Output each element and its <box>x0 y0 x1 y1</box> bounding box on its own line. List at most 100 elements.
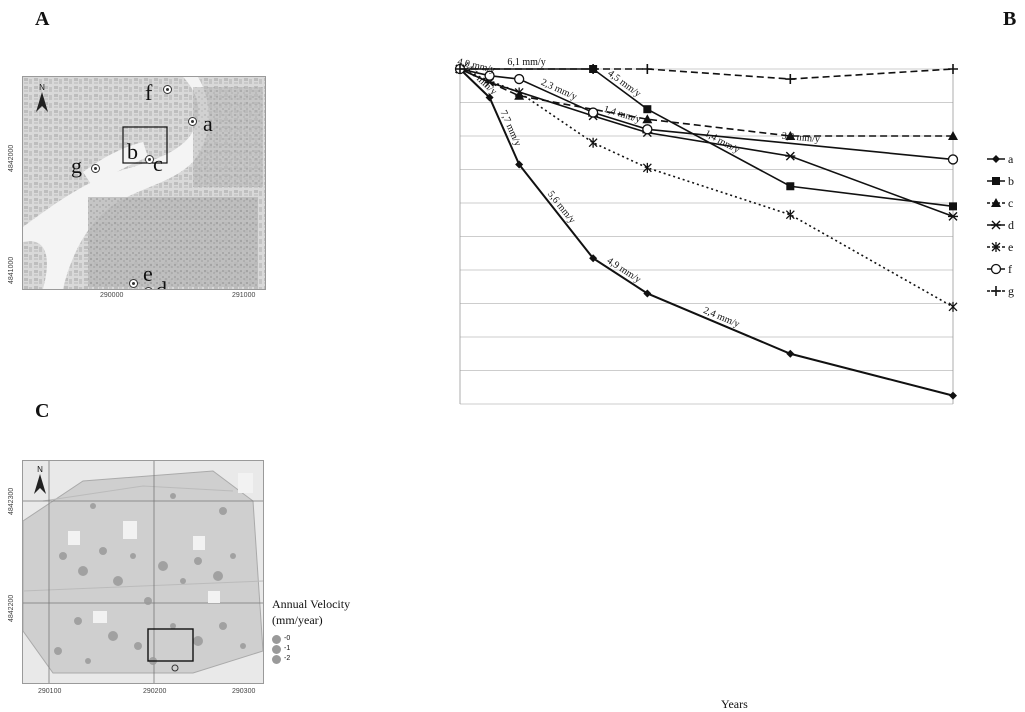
point-c <box>642 114 653 124</box>
point-g <box>948 64 958 74</box>
point-label-b: b <box>127 139 138 164</box>
map-c-xtick: 290200 <box>143 688 167 695</box>
series-f <box>454 63 959 165</box>
point-label-c: c <box>153 151 163 176</box>
legend-label-e: e <box>1008 239 1014 254</box>
velocity-legend: Annual Velocity (mm/year) -0 -1 -2 <box>272 596 350 664</box>
legend-swatch-d <box>987 220 1005 230</box>
legend-swatch-c <box>987 198 1005 207</box>
legend-item-a: a <box>986 148 1014 170</box>
legend-item-b: b <box>986 170 1014 192</box>
legend-label-a: a <box>1008 151 1014 166</box>
point-g <box>455 64 465 74</box>
point-f <box>642 124 653 135</box>
point-f <box>484 70 495 81</box>
point-label-f: f <box>145 80 153 105</box>
legend-dot <box>272 634 281 644</box>
series-line-f <box>459 68 954 161</box>
north-arrow-icon <box>36 92 48 112</box>
point-marker-d <box>144 287 153 289</box>
legend-swatch-g <box>987 286 1005 296</box>
legend-swatch-e <box>987 242 1005 252</box>
point-d <box>948 211 958 221</box>
north-label: N <box>37 465 43 474</box>
point-b <box>643 105 652 114</box>
legend-item-g: g <box>986 280 1014 302</box>
velocity-map-c-graphic <box>23 461 263 683</box>
point-a <box>786 349 795 358</box>
map-c-ytick: 4842300 <box>8 487 15 515</box>
legend-value: -0 <box>284 635 291 642</box>
series-a <box>456 65 957 400</box>
point-b <box>992 177 1000 185</box>
point-marker-f <box>163 85 172 94</box>
legend-label-f: f <box>1008 261 1012 276</box>
north-arrow-a: N <box>35 83 49 114</box>
map-a-xtick: 290000 <box>100 292 124 299</box>
legend-value: -2 <box>284 655 291 662</box>
legend-label-b: b <box>1008 173 1014 188</box>
legend-dot <box>272 644 281 654</box>
rate-annotation: 2,3 mm/y <box>539 77 578 103</box>
point-a <box>992 155 1000 163</box>
point-a <box>485 93 494 102</box>
rate-annotation: 3,3 mm/y <box>781 131 820 146</box>
legend-swatch-b <box>987 177 1005 185</box>
legend-swatch-f <box>987 263 1005 275</box>
city-map-a-graphic <box>23 77 265 289</box>
point-c <box>785 131 796 140</box>
point-e <box>514 87 524 98</box>
point-f <box>947 154 959 165</box>
map-c-xtick: 290300 <box>232 688 256 695</box>
point-marker-e <box>129 279 138 288</box>
point-b <box>786 182 795 191</box>
point-label-d: d <box>156 277 167 290</box>
rate-annotation: 6,1 mm/y <box>507 57 545 68</box>
point-d <box>785 151 796 161</box>
point-g <box>785 74 796 85</box>
point-marker-a <box>188 117 197 126</box>
legend-item: -1 <box>272 644 350 654</box>
point-f <box>514 73 525 85</box>
point-e <box>642 162 652 173</box>
point-c <box>991 198 1001 207</box>
series-line-d <box>459 68 954 218</box>
panel-letter-c: C <box>35 400 50 422</box>
point-b <box>949 202 957 211</box>
map-a-ytick: 4841000 <box>8 256 15 284</box>
legend-item-f: f <box>986 258 1014 280</box>
map-c-xtick: 290100 <box>38 688 62 695</box>
point-a <box>643 289 652 298</box>
legend-title: Annual Velocity <box>272 597 351 611</box>
rate-annotation: 5,6 mm/y <box>545 189 577 226</box>
panel-letter-b: B <box>1003 8 1017 30</box>
legend-item-d: d <box>986 214 1014 236</box>
series-e <box>455 64 958 312</box>
velocity-map-c: N <box>22 460 264 684</box>
point-f <box>990 263 1002 275</box>
point-e <box>785 209 795 220</box>
series-g <box>455 64 958 85</box>
legend-item: -2 <box>272 654 350 664</box>
point-e <box>588 137 598 148</box>
city-map-a: N f a b c g e d <box>22 76 266 290</box>
point-label-e: e <box>143 261 153 286</box>
legend-label-d: d <box>1008 217 1014 232</box>
point-c <box>948 131 958 140</box>
point-f <box>587 107 599 118</box>
legend-swatch-a <box>987 155 1005 163</box>
point-g <box>991 286 1001 296</box>
north-arrow-c: N <box>33 465 47 496</box>
legend-item-c: c <box>986 192 1014 214</box>
legend-unit: (mm/year) <box>272 613 323 627</box>
legend-item: -0 <box>272 634 350 644</box>
point-g <box>588 64 599 74</box>
point-g <box>642 64 653 74</box>
legend-label-c: c <box>1008 195 1014 210</box>
point-label-g: g <box>71 153 82 178</box>
point-a <box>589 254 598 263</box>
rate-annotation: 4,5 mm/y <box>605 68 642 100</box>
legend-dot <box>272 654 281 664</box>
displacement-chart: 14,1 mm/y7,7 mm/y5,6 mm/y4,9 mm/y2,4 mm/… <box>454 56 959 405</box>
